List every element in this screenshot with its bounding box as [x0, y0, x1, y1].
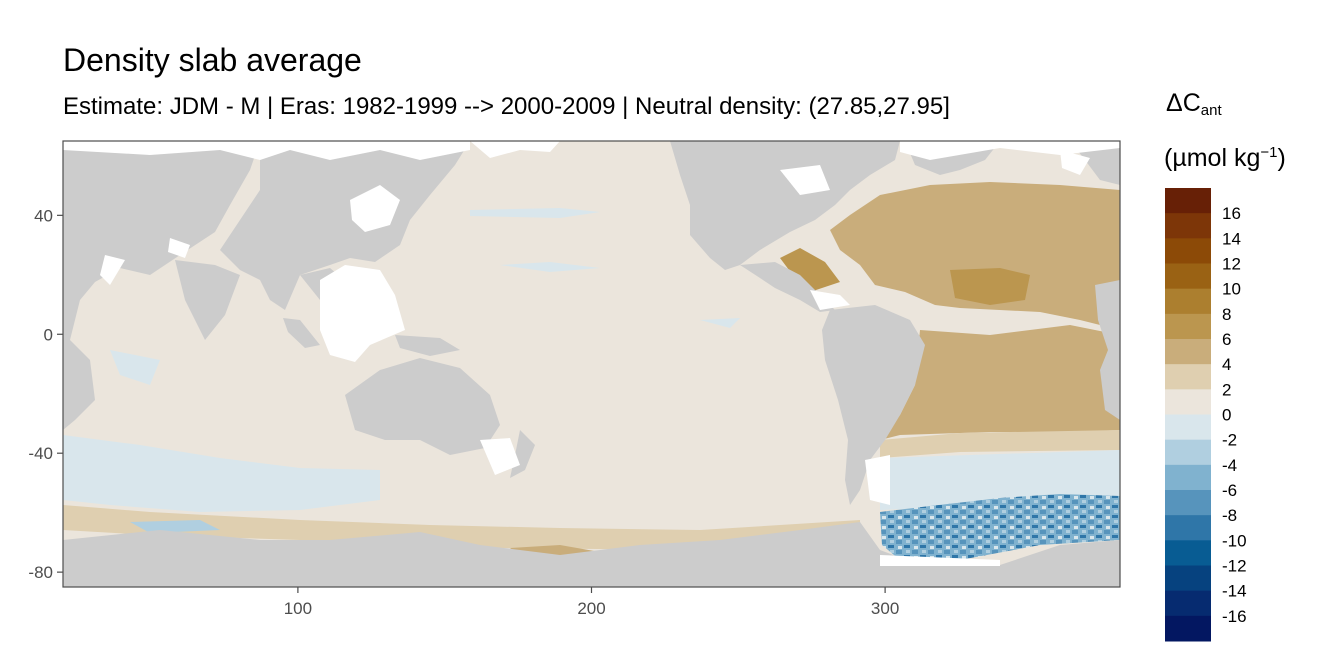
missing-bering: [470, 141, 560, 158]
missing-mediterranean: [63, 141, 470, 160]
patch-indian-ocean: [110, 350, 160, 385]
legend-label-6: 6: [1222, 330, 1231, 349]
chart-subtitle: Estimate: JDM - M | Eras: 1982-1999 --> …: [63, 93, 950, 120]
north-atlantic-region: [830, 182, 1120, 330]
legend-label-4: 4: [1222, 355, 1231, 374]
legend-swatch: [1165, 414, 1211, 441]
missing-japan-sea: [350, 185, 400, 232]
missing-south-pacific-islands: [480, 438, 520, 475]
legend-swatch: [1165, 439, 1211, 466]
sumatra: [283, 318, 320, 348]
legend-label--10: -10: [1222, 531, 1247, 550]
chart-title: Density slab average: [63, 42, 362, 78]
legend-unit-close: ): [1277, 144, 1286, 172]
southern-indian-light: [63, 435, 380, 512]
missing-baltic: [1060, 150, 1090, 175]
south-atlantic-transition: [880, 430, 1120, 458]
legend-label--14: -14: [1222, 582, 1247, 601]
patch-north-pacific: [470, 208, 600, 218]
africa: [63, 141, 260, 430]
legend-label--4: -4: [1222, 456, 1237, 475]
legend-swatch: [1165, 615, 1211, 642]
missing-maritime-continent: [320, 265, 405, 362]
weddell-light-blue: [130, 520, 220, 533]
patch-tropical-pacific: [500, 262, 600, 272]
antarctica: [63, 522, 1120, 587]
legend-label-16: 16: [1222, 204, 1241, 223]
missing-hudson: [780, 165, 830, 195]
y-tick-label--80: -80: [28, 563, 53, 582]
legend-label--12: -12: [1222, 557, 1247, 576]
legend-swatch: [1165, 590, 1211, 617]
eurasia: [220, 141, 470, 310]
legend-label--6: -6: [1222, 481, 1237, 500]
legend-swatch: [1165, 490, 1211, 516]
y-tick-label-0: 0: [44, 325, 53, 344]
y-tick-label--40: -40: [28, 444, 53, 463]
north-atlantic-core: [950, 268, 1030, 305]
missing-patagonia-shelf: [865, 455, 890, 505]
missing-arctic-na: [900, 141, 1120, 160]
legend-label-8: 8: [1222, 305, 1231, 324]
new-guinea: [395, 335, 460, 356]
legend-swatch: [1165, 339, 1211, 365]
legend-label--16: -16: [1222, 607, 1247, 626]
africa-west: [1095, 280, 1120, 420]
missing-antarctic-edge: [880, 555, 1000, 566]
indian-subcontinent: [175, 260, 240, 340]
southern-indian-south: [63, 505, 860, 550]
legend-swatch: [1165, 464, 1211, 491]
south-atlantic-region: [880, 325, 1120, 440]
patch-east-pacific: [700, 318, 740, 328]
central-america: [740, 262, 835, 312]
legend-unit-superscript: −1: [1260, 144, 1278, 161]
x-tick-label-100: 100: [284, 599, 312, 618]
legend-swatch: [1165, 515, 1211, 541]
minor-negative-patches: [110, 208, 740, 385]
legend-label-10: 10: [1222, 280, 1241, 299]
legend-swatch: [1165, 389, 1211, 415]
legend: 16 14 12 10 8 6 4 2 0 -2 -4 -6 -8 -10 -12 -14 -16: [1165, 188, 1247, 642]
legend-label-2: 2: [1222, 380, 1231, 399]
legend-swatch: [1165, 288, 1211, 315]
map-panel: [62, 140, 1121, 588]
legend-swatch: [1165, 313, 1211, 340]
australia: [345, 358, 500, 455]
legend-unit: (µmol kg−1): [1164, 136, 1286, 175]
southern-atlantic-negative: [880, 494, 1120, 560]
legend-label-0: 0: [1222, 406, 1231, 425]
legend-title-subscript: ant: [1200, 102, 1222, 119]
legend-swatch: [1165, 238, 1211, 264]
legend-label-12: 12: [1222, 255, 1241, 274]
legend-label-14: 14: [1222, 229, 1241, 248]
legend-title-main: ΔC: [1166, 89, 1201, 117]
y-tick-label-40: 40: [34, 206, 53, 225]
legend-swatch: [1165, 364, 1211, 390]
legend-title: ΔCant: [1166, 86, 1316, 128]
missing-red-sea: [100, 255, 125, 285]
legend-swatch: [1165, 565, 1211, 592]
missing-caribbean: [810, 290, 850, 310]
legend-label--2: -2: [1222, 431, 1237, 450]
north-america: [670, 141, 900, 270]
missing-persian-gulf: [168, 238, 190, 258]
x-tick-label-300: 300: [871, 599, 899, 618]
south-america: [822, 305, 925, 505]
legend-unit-main: (µmol kg: [1164, 144, 1261, 172]
legend-swatch: [1165, 263, 1211, 290]
legend-label--8: -8: [1222, 506, 1237, 525]
legend-swatch: [1165, 188, 1211, 214]
x-tick-label-200: 200: [577, 599, 605, 618]
missing-data: [63, 141, 1120, 566]
gulf-region: [780, 248, 840, 292]
legend-swatch: [1165, 213, 1211, 239]
legend-swatch: [1165, 540, 1211, 566]
